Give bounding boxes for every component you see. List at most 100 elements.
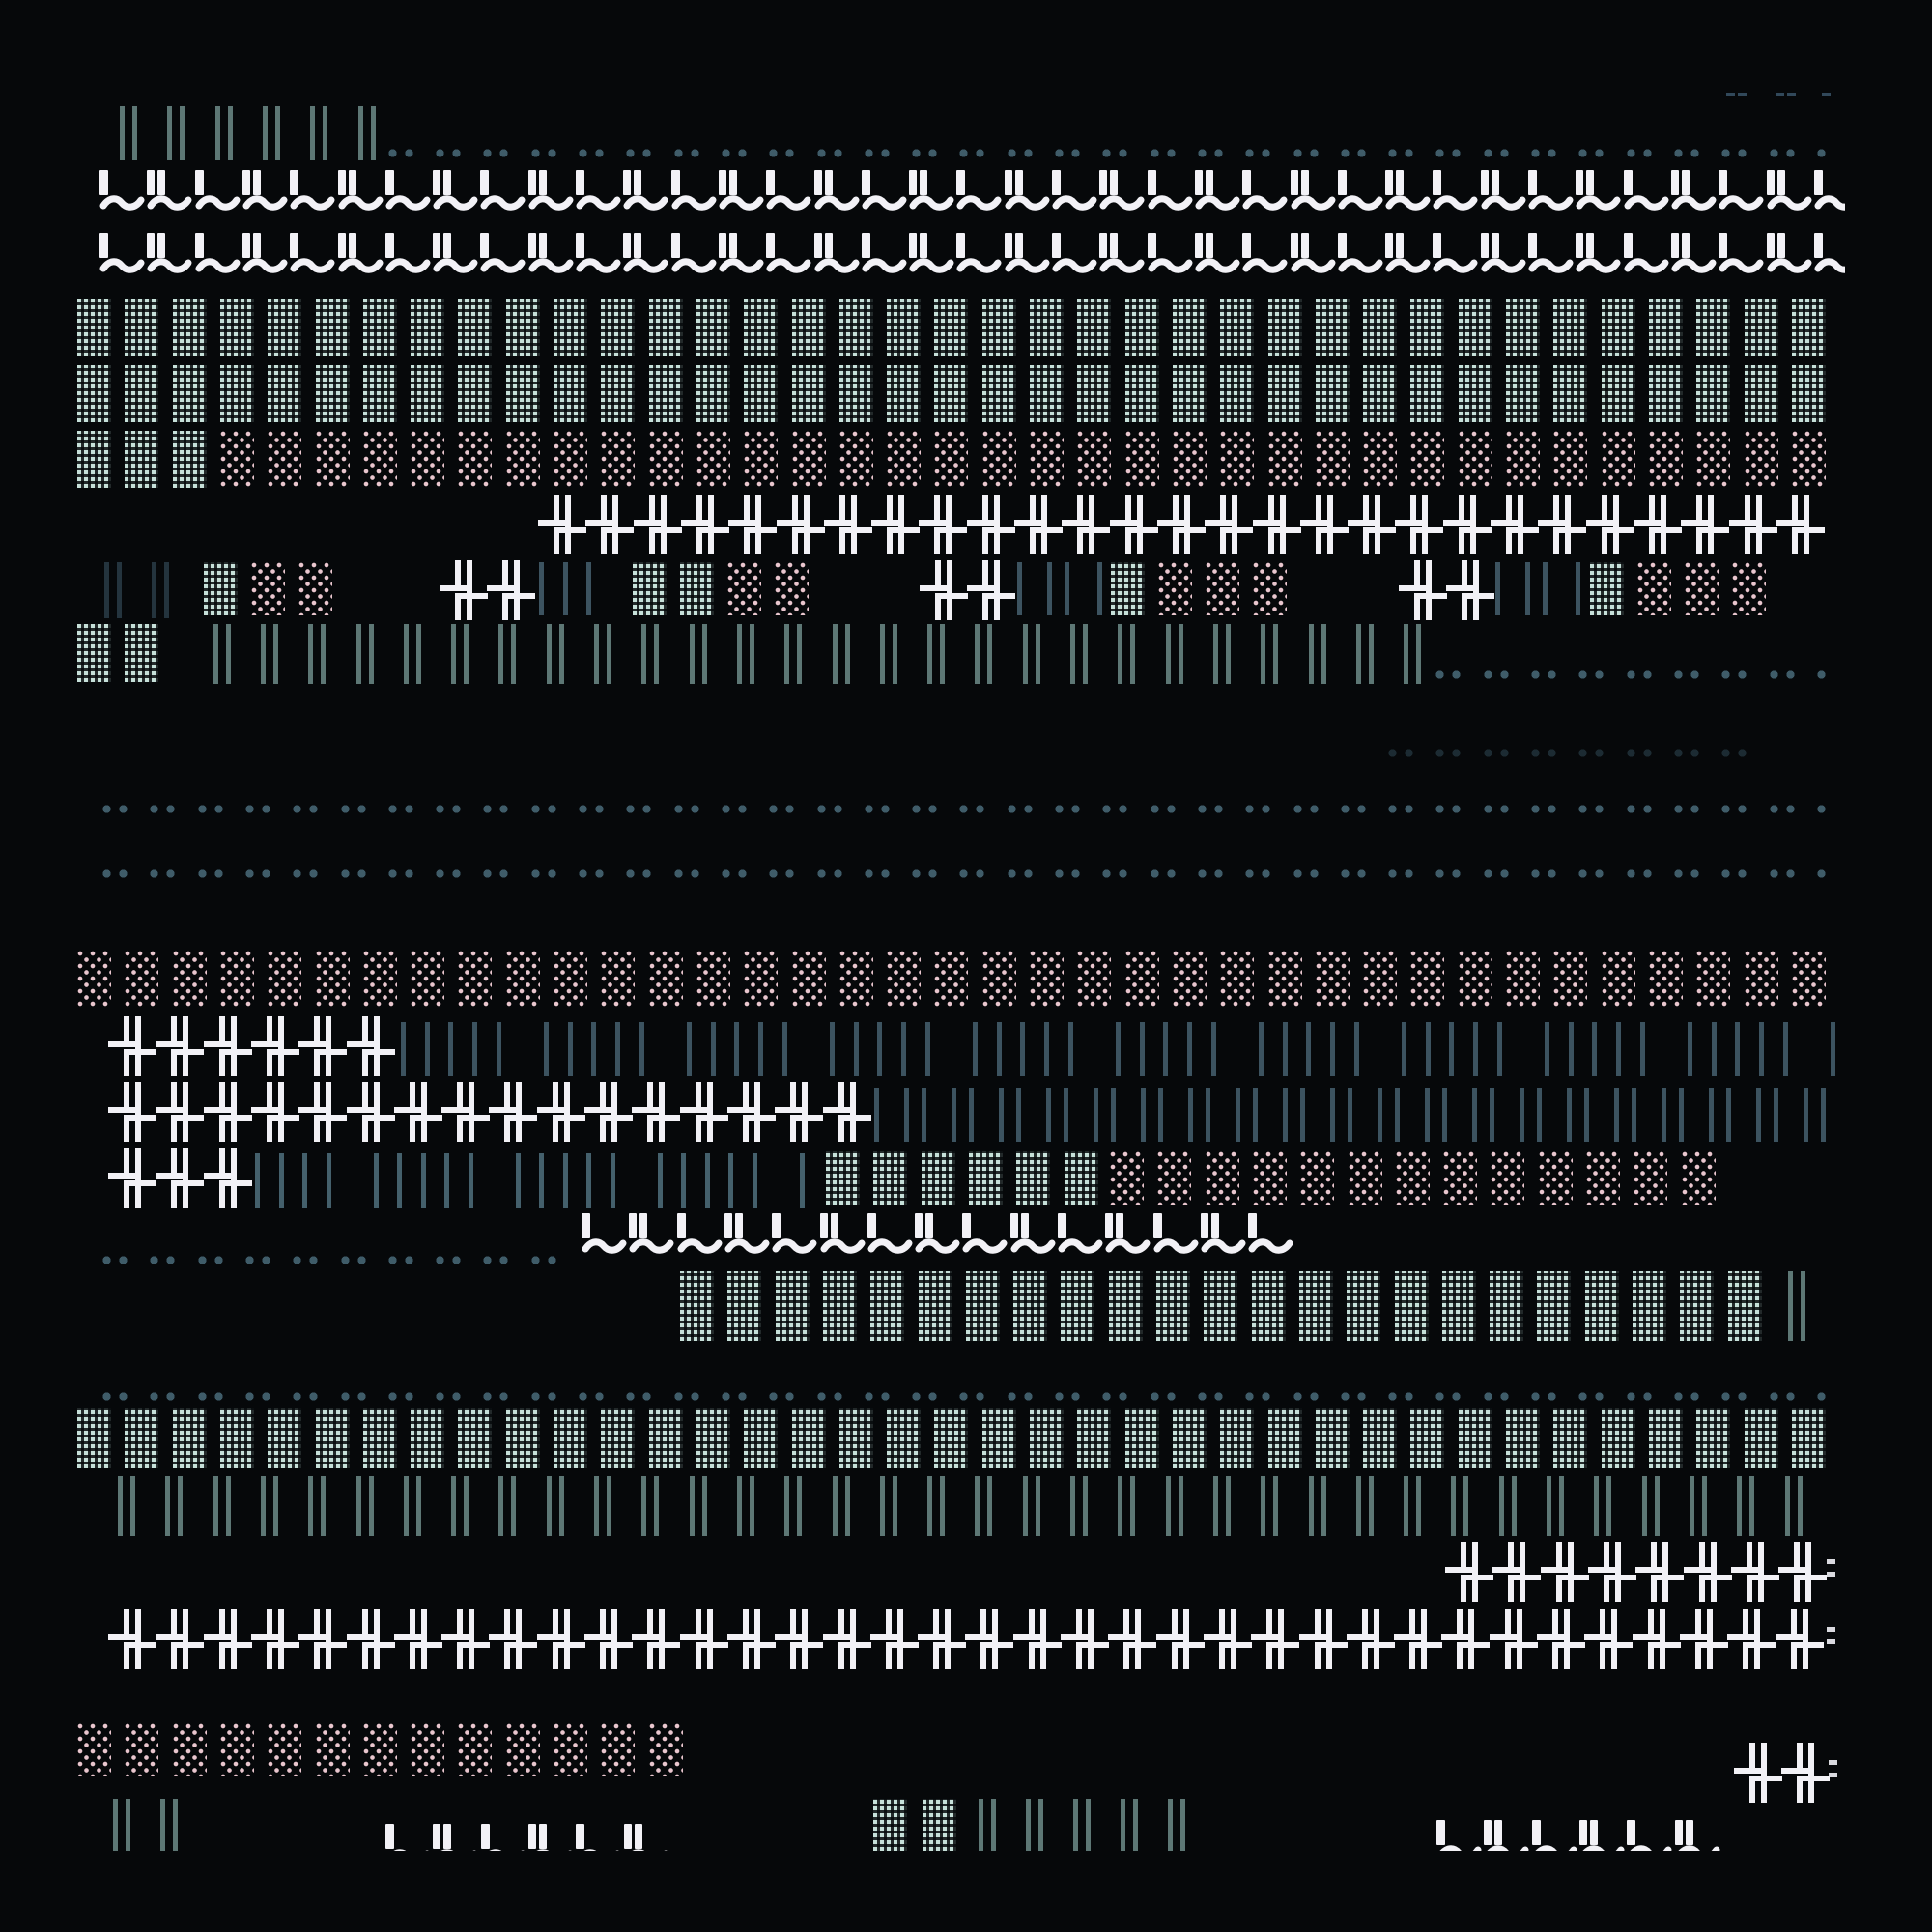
single-bar-navy xyxy=(877,1022,882,1076)
tick-tilde-glyph xyxy=(432,233,479,275)
dot-pair xyxy=(1531,1392,1556,1401)
dot-pair xyxy=(483,149,509,157)
cross-glyph xyxy=(298,1082,348,1142)
dot-pair xyxy=(387,805,413,813)
double-bar-slate xyxy=(979,1799,996,1851)
halftone-square-teal xyxy=(1267,365,1302,422)
single-bar-navy xyxy=(1206,1088,1210,1142)
tick-tilde-glyph xyxy=(961,1213,1009,1256)
dot-square-pink xyxy=(458,1723,493,1776)
double-bar-slate xyxy=(1788,1271,1805,1341)
single-bar-navy xyxy=(1116,1022,1121,1076)
halftone-square-teal xyxy=(934,365,969,422)
tick-tilde-glyph xyxy=(765,233,812,275)
dot-square-pink xyxy=(1648,431,1683,488)
halftone-square-teal xyxy=(696,365,730,422)
halftone-square-teal xyxy=(923,1799,956,1851)
single-bar-slate xyxy=(516,1153,521,1208)
dot-square-pink xyxy=(315,951,350,1008)
single-bar-navy xyxy=(591,1022,596,1076)
dot-pair xyxy=(340,805,366,813)
halftone-square-teal xyxy=(838,299,873,356)
dot-square-pink xyxy=(696,431,730,488)
single-bar-navy xyxy=(1253,1088,1258,1142)
single-bar-navy xyxy=(639,1022,644,1076)
double-bar-slate xyxy=(1261,624,1279,684)
dot-pair xyxy=(1102,1392,1128,1401)
cross-glyph xyxy=(1681,495,1730,554)
dot-square-pink xyxy=(1458,431,1492,488)
dot-pair xyxy=(1055,869,1080,878)
dot-pair xyxy=(864,805,890,813)
single-bar-slate xyxy=(444,1153,449,1208)
cross-glyph xyxy=(822,1609,871,1669)
cross-glyph xyxy=(156,1609,205,1669)
dot-square-pink xyxy=(251,562,285,615)
single-bar-navy xyxy=(1545,1022,1549,1076)
dot-square-pink xyxy=(934,431,969,488)
tick-tilde-glyph xyxy=(384,233,432,275)
double-bar-slate xyxy=(1070,624,1088,684)
halftone-square-teal xyxy=(826,1151,860,1205)
dot-pair xyxy=(197,805,223,813)
single-bar-navy xyxy=(1495,562,1500,615)
halftone-square-teal xyxy=(125,624,159,682)
dot-pair xyxy=(673,869,699,878)
double-bar-slate xyxy=(1547,1476,1564,1536)
dot-pair xyxy=(483,869,509,878)
double-bar-slate xyxy=(1355,624,1374,684)
dot-pair xyxy=(1340,805,1366,813)
dot-square-pink xyxy=(1077,431,1112,488)
halftone-square-teal xyxy=(1172,365,1207,422)
single-bar-slate xyxy=(705,1153,710,1208)
dot-square-pink xyxy=(1506,431,1540,488)
dot-pair xyxy=(387,1256,413,1264)
halftone-square-teal xyxy=(1347,1271,1381,1341)
cross-glyph xyxy=(1109,495,1158,554)
single-bar-navy xyxy=(1395,1088,1400,1142)
dot-square-pink xyxy=(268,1723,302,1776)
dot-square-pink xyxy=(1158,562,1192,615)
halftone-square-teal xyxy=(1172,299,1207,356)
cross-glyph xyxy=(1489,1609,1538,1669)
dot-pair xyxy=(864,1392,890,1401)
single-bar-navy xyxy=(1068,1022,1073,1076)
dot-pair-faint xyxy=(1626,749,1652,757)
dot-pair xyxy=(1007,1392,1033,1401)
halftone-square-teal xyxy=(1204,1271,1238,1341)
double-bar-slate xyxy=(975,624,993,684)
cross-glyph xyxy=(203,1016,252,1076)
dot-pair xyxy=(1769,670,1795,679)
cross-glyph xyxy=(1679,1609,1728,1669)
single-bar-slate xyxy=(611,1153,615,1208)
halftone-square-teal xyxy=(775,1271,810,1341)
double-bar-slate xyxy=(641,1476,660,1536)
tick-tilde-glyph xyxy=(1384,233,1432,275)
cross-glyph xyxy=(1585,495,1634,554)
halftone-square-teal xyxy=(1633,1271,1666,1341)
single-bar-slate xyxy=(327,1153,331,1208)
dot-pair xyxy=(912,1392,938,1401)
dot-square-pink xyxy=(1506,951,1540,1008)
halftone-square-teal xyxy=(1490,1271,1524,1341)
dot-square-pink xyxy=(554,951,587,1008)
dot-square-pink xyxy=(1791,431,1826,488)
halftone-square-teal xyxy=(1680,1271,1715,1341)
cross-glyph xyxy=(1346,1609,1395,1669)
dot-square-pink xyxy=(268,431,302,488)
double-bar-slate xyxy=(308,624,327,684)
dot-pair xyxy=(293,869,319,878)
dot-pair xyxy=(197,1392,223,1401)
micro-dash xyxy=(1776,93,1784,96)
dot-pair xyxy=(626,869,652,878)
halftone-square-teal xyxy=(648,299,683,356)
halftone-square-teal xyxy=(1251,1271,1286,1341)
single-bar-slate xyxy=(255,1153,260,1208)
tick-tilde-glyph xyxy=(908,233,955,275)
single-bar-navy xyxy=(1141,1088,1146,1142)
halftone-square-teal xyxy=(554,365,587,422)
dot-pair xyxy=(769,869,795,878)
dot-square-pink xyxy=(601,951,636,1008)
halftone-square-teal xyxy=(744,365,779,422)
